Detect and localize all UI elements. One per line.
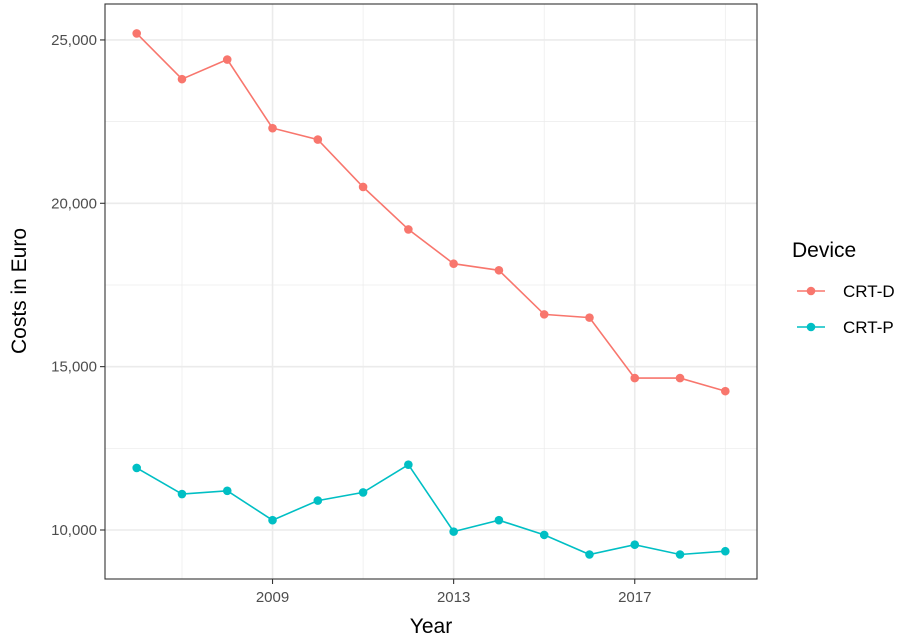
y-tick-label: 15,000 (51, 359, 97, 376)
data-point-crt-d (132, 29, 141, 38)
series-layer (132, 29, 730, 559)
plot-border (104, 3, 758, 580)
plot-background (105, 4, 757, 579)
x-axis-title: Year (410, 615, 452, 638)
data-point-crt-d (268, 123, 277, 133)
legend-label-crt-p: CRT-P (843, 318, 894, 337)
series-line-crt-d (136, 32, 726, 392)
data-point-crt-d (449, 259, 458, 269)
data-point-crt-p (539, 530, 549, 540)
data-point-crt-p (358, 488, 368, 497)
data-point-crt-p (675, 550, 685, 559)
x-axis: 2009 2013 2017 (256, 579, 651, 606)
data-point-crt-d (585, 313, 594, 322)
legend-title: Device (792, 239, 856, 262)
y-axis: 10,000 15,000 20,000 25,000 (51, 32, 105, 539)
data-point-crt-p (721, 546, 730, 556)
y-tick-label: 20,000 (51, 195, 97, 212)
data-point-crt-d (313, 135, 323, 144)
y-tick-label: 10,000 (51, 522, 97, 539)
data-point-crt-d (494, 265, 504, 275)
major-gridlines (105, 4, 757, 579)
legend-key-point-crt-p (806, 322, 816, 332)
data-point-crt-p (268, 515, 277, 525)
data-point-crt-d (675, 373, 685, 383)
data-point-crt-d (721, 386, 730, 396)
data-point-crt-p (222, 486, 232, 496)
data-point-crt-p (585, 550, 594, 559)
data-point-crt-p (313, 496, 323, 505)
data-point-crt-d (222, 55, 232, 64)
data-point-crt-d (539, 310, 549, 319)
x-tick-label: 2017 (618, 589, 651, 606)
legend-key-point-crt-d (806, 286, 816, 296)
minor-gridlines (105, 4, 757, 579)
y-axis-title: Costs in Euro (8, 228, 31, 354)
y-tick-label: 25,000 (51, 32, 97, 49)
data-point-crt-d (630, 373, 640, 383)
data-point-crt-p (449, 527, 458, 536)
data-point-crt-d (177, 74, 187, 84)
data-point-crt-p (630, 540, 640, 549)
data-point-crt-p (177, 489, 187, 499)
legend-label-crt-d: CRT-D (843, 282, 895, 301)
data-point-crt-p (404, 460, 413, 469)
data-point-crt-d (358, 182, 368, 192)
x-tick-label: 2013 (437, 589, 470, 606)
data-point-crt-p (494, 515, 504, 525)
series-line-crt-p (136, 463, 726, 556)
data-point-crt-p (132, 463, 141, 473)
data-point-crt-d (404, 225, 413, 234)
legend: Device CRT-D CRT-P (792, 239, 895, 337)
x-tick-label: 2009 (256, 589, 289, 606)
